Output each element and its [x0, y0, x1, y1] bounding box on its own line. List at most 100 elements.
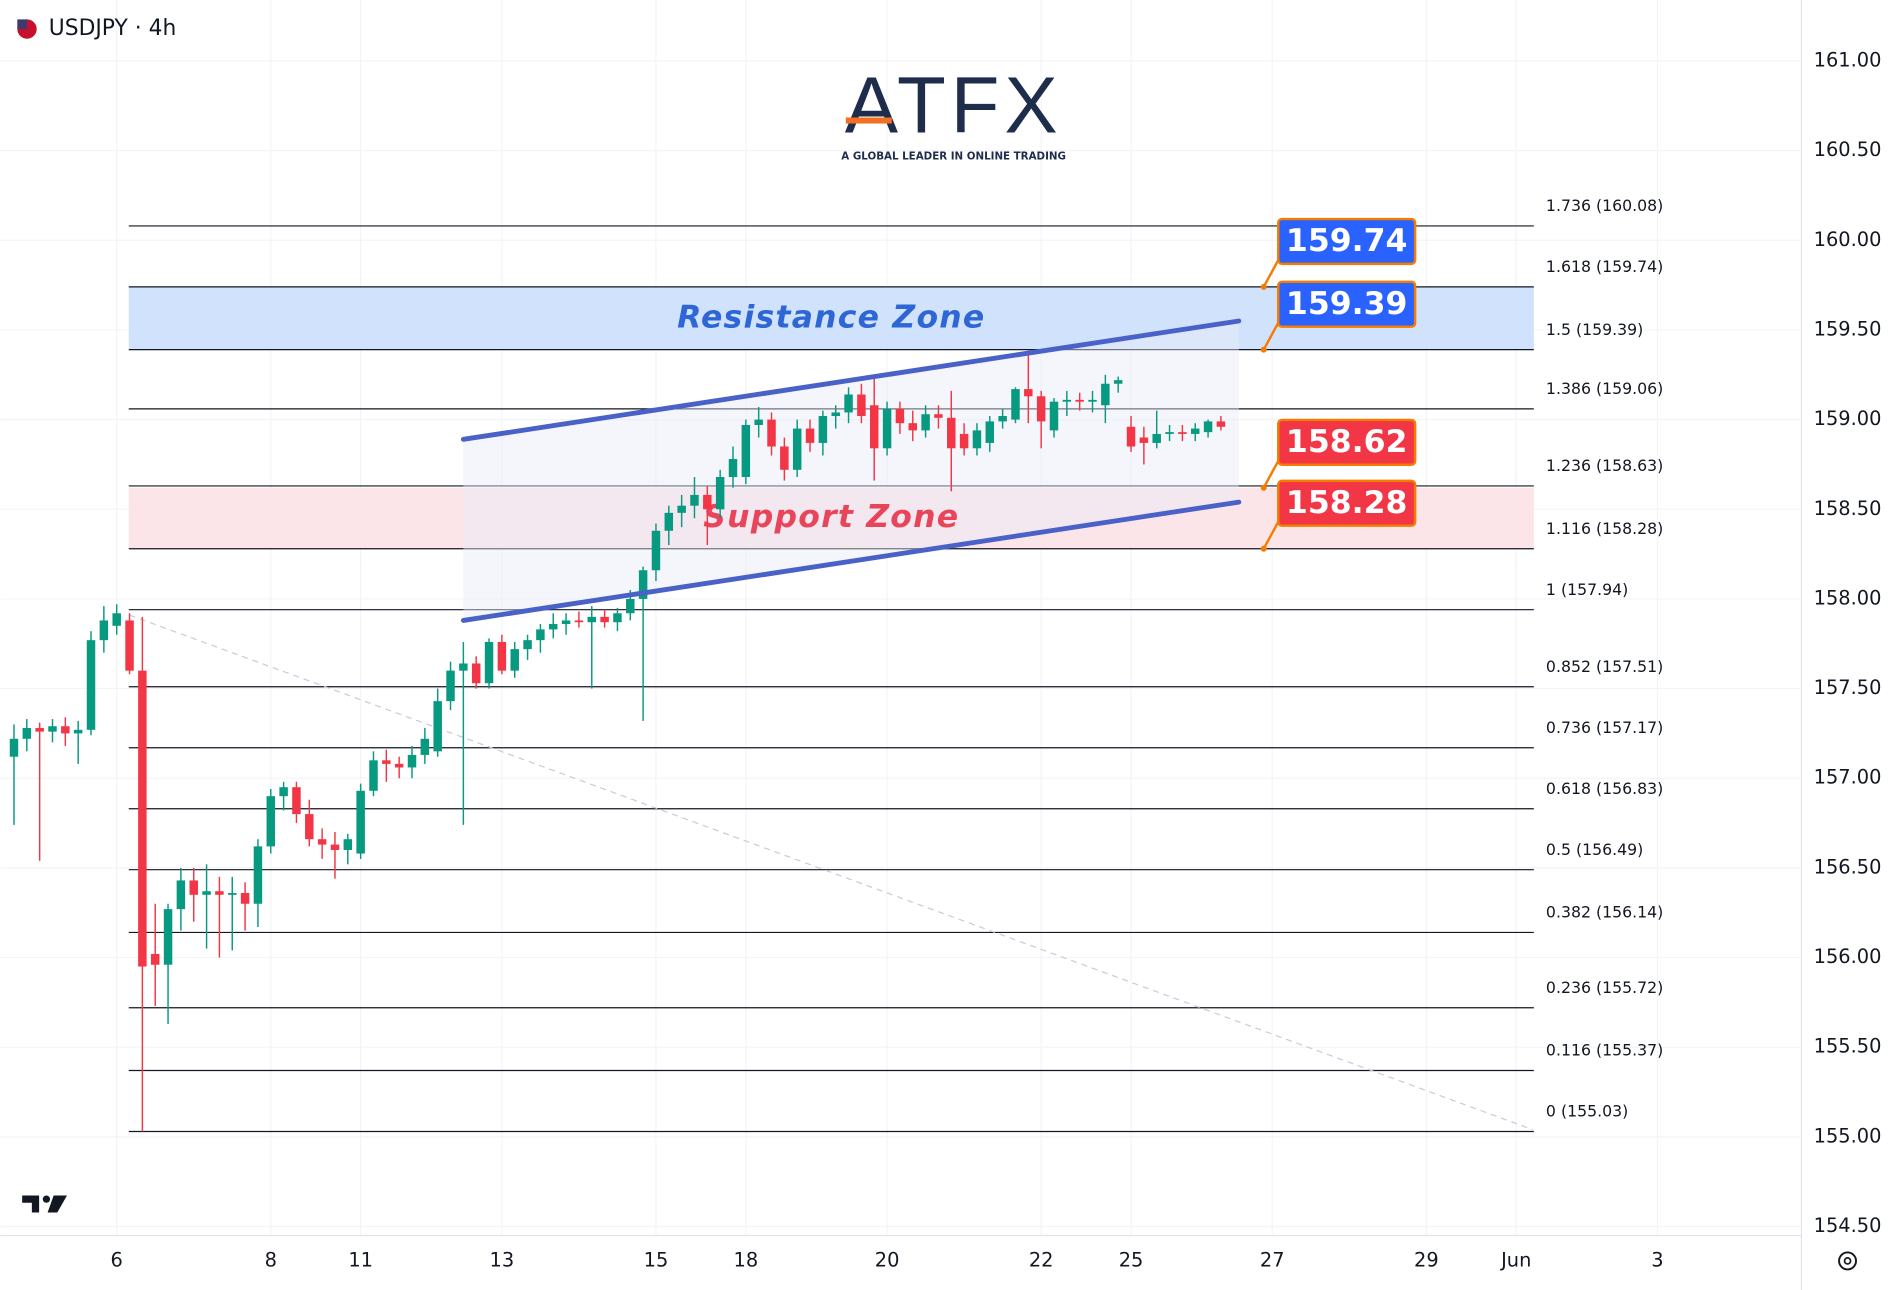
x-tick-label: 29	[1414, 1248, 1439, 1271]
candle-body	[600, 616, 609, 623]
candle-body	[831, 412, 840, 417]
tv-logo-part	[47, 1195, 67, 1213]
fib-label: 0.236 (155.72)	[1546, 978, 1663, 997]
candle-body	[1190, 428, 1200, 434]
fib-label: 1.5 (159.39)	[1546, 320, 1643, 339]
y-tick-label: 159.00	[1814, 407, 1882, 430]
candle-body	[947, 417, 956, 449]
tag-pointer	[1262, 320, 1281, 351]
price-tag-label: 159.74	[1286, 223, 1407, 259]
candle-body	[1126, 426, 1136, 447]
settings-button[interactable]	[1838, 1251, 1857, 1271]
candle-body	[805, 428, 815, 443]
candle-body	[176, 880, 186, 910]
candle-body	[1036, 396, 1046, 422]
fib-label: 0.5 (156.49)	[1546, 840, 1643, 859]
candle-body	[1203, 421, 1213, 433]
y-tick-label: 155.00	[1814, 1124, 1882, 1147]
candle-body	[741, 424, 751, 477]
y-tick-label: 156.00	[1814, 945, 1882, 968]
flag-icon-canton	[17, 19, 28, 30]
candle-body	[626, 598, 635, 614]
candle-body	[857, 394, 866, 417]
candle-body	[343, 839, 353, 850]
candle-body	[48, 726, 57, 732]
candle-body	[818, 416, 828, 443]
candle-body	[9, 738, 19, 757]
fib-label: 0.382 (156.14)	[1546, 903, 1663, 922]
candle-body	[330, 844, 340, 850]
candle-body	[613, 613, 622, 623]
fib-label: 0.618 (156.83)	[1546, 779, 1663, 798]
candle-body	[420, 738, 430, 755]
candle-body	[1152, 433, 1161, 443]
fib-label: 0 (155.03)	[1546, 1102, 1628, 1121]
x-tick-label: Jun	[1500, 1248, 1531, 1271]
y-tick-label: 157.00	[1814, 766, 1882, 789]
tag-pointer	[1262, 519, 1281, 550]
y-tick-label: 158.00	[1814, 586, 1882, 609]
candle-body	[253, 846, 263, 904]
logo-tagline: A GLOBAL LEADER IN ONLINE TRADING	[841, 150, 1066, 162]
tag-anchor	[1260, 484, 1267, 491]
x-tick-label: 22	[1029, 1248, 1054, 1271]
candle-body	[292, 787, 301, 815]
price-tag	[1277, 280, 1417, 328]
candle-body	[882, 408, 892, 449]
candle-body	[536, 629, 545, 641]
candle-body	[484, 641, 494, 684]
candle-body	[99, 620, 109, 641]
candle-body	[959, 433, 969, 449]
candle-body	[138, 670, 147, 967]
y-tick-label: 161.00	[1814, 48, 1882, 71]
candle-body	[240, 892, 250, 904]
candle-body	[587, 616, 597, 623]
x-tick-label: 27	[1260, 1248, 1285, 1271]
candle-body	[189, 880, 198, 895]
candle-body	[1024, 389, 1033, 397]
settings-icon-center[interactable]	[1843, 1257, 1852, 1265]
candle-body	[279, 787, 288, 797]
logo: ATFX A GLOBAL LEADER IN ONLINE TRADING	[841, 61, 1066, 163]
candle-body	[651, 530, 661, 571]
candle-body	[471, 663, 481, 684]
price-tag-label: 158.62	[1286, 424, 1407, 460]
y-tick-label: 154.50	[1814, 1214, 1882, 1237]
candle-body	[549, 624, 558, 630]
trend-line	[129, 614, 1534, 1131]
channel-line	[460, 318, 1242, 442]
x-tick-label: 3	[1651, 1248, 1663, 1271]
candle-body	[1088, 399, 1097, 402]
fib-label: 1.116 (158.28)	[1546, 519, 1663, 538]
candle-body	[908, 423, 917, 431]
candle-body	[767, 419, 776, 447]
tag-anchor	[1260, 545, 1267, 552]
tag-pointer	[1262, 458, 1281, 489]
zone-label: Resistance Zone	[677, 299, 985, 335]
y-tick-label: 160.50	[1814, 138, 1882, 161]
candle-body	[1178, 432, 1187, 434]
candle-body	[394, 763, 404, 768]
settings-icon[interactable]	[1838, 1251, 1857, 1271]
candle-body	[382, 760, 391, 764]
fib-label: 1.386 (159.06)	[1546, 379, 1663, 398]
plot-area: 1.736 (160.08) 1.618 (159.74) 1.5 (159.39)…	[0, 0, 1802, 1236]
x-tick-label: 25	[1119, 1248, 1144, 1271]
candle-body	[112, 613, 121, 626]
candle-body	[446, 670, 455, 702]
candle-body	[715, 476, 725, 510]
x-tick-label: 8	[265, 1248, 277, 1271]
candle-body	[305, 814, 314, 840]
price-tag-label: 159.39	[1286, 286, 1407, 322]
fib-label: 1 (157.94)	[1546, 580, 1628, 599]
fib-label: 1.618 (159.74)	[1546, 257, 1663, 276]
candle-body	[1139, 437, 1149, 443]
y-tick-label: 156.50	[1814, 855, 1882, 878]
candle-body	[869, 405, 879, 449]
candle-body	[459, 663, 468, 671]
y-tick-label: 155.50	[1814, 1035, 1882, 1058]
candle-body	[1075, 399, 1084, 402]
candle-body	[574, 620, 584, 623]
candle-body	[163, 909, 173, 965]
